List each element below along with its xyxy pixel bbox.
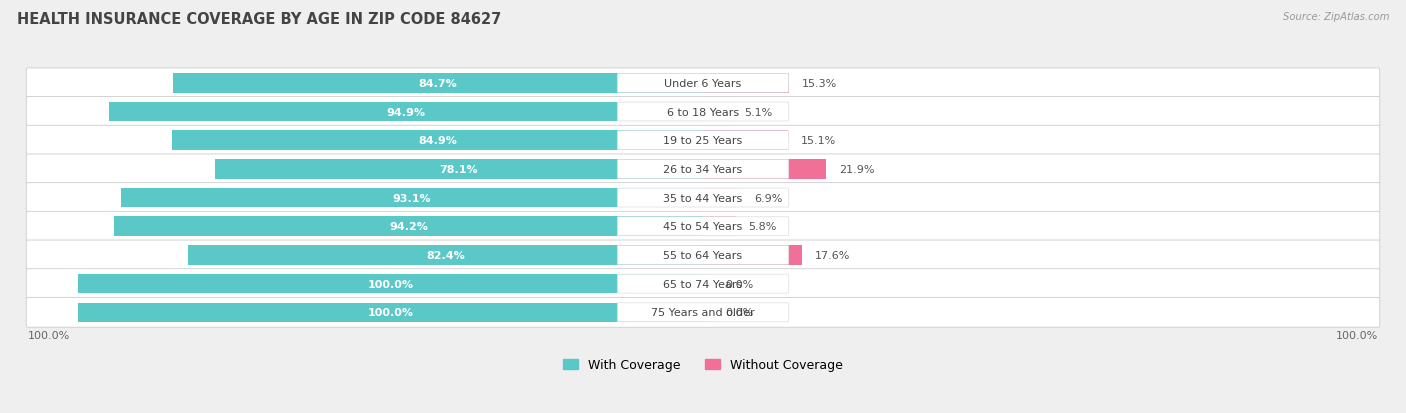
Text: 0.0%: 0.0%: [725, 279, 754, 289]
Text: 17.6%: 17.6%: [814, 250, 851, 260]
Text: 100.0%: 100.0%: [367, 279, 413, 289]
Bar: [703, 160, 827, 179]
FancyBboxPatch shape: [27, 240, 1379, 270]
FancyBboxPatch shape: [27, 298, 1379, 328]
Bar: [703, 102, 731, 122]
FancyBboxPatch shape: [27, 212, 1379, 242]
Text: 93.1%: 93.1%: [392, 193, 432, 203]
Text: Under 6 Years: Under 6 Years: [665, 78, 741, 89]
Bar: [703, 74, 789, 93]
Text: 19 to 25 Years: 19 to 25 Years: [664, 136, 742, 146]
FancyBboxPatch shape: [617, 303, 789, 322]
Bar: [703, 217, 735, 236]
Bar: [121, 188, 703, 208]
FancyBboxPatch shape: [617, 131, 789, 150]
Bar: [110, 102, 703, 122]
FancyBboxPatch shape: [27, 269, 1379, 299]
FancyBboxPatch shape: [27, 126, 1379, 156]
FancyBboxPatch shape: [27, 69, 1379, 98]
Text: 5.8%: 5.8%: [748, 222, 776, 232]
Text: 100.0%: 100.0%: [28, 330, 70, 340]
Text: 0.0%: 0.0%: [725, 308, 754, 318]
FancyBboxPatch shape: [617, 275, 789, 293]
Text: 84.7%: 84.7%: [419, 78, 457, 89]
Text: 55 to 64 Years: 55 to 64 Years: [664, 250, 742, 260]
Bar: [703, 246, 801, 265]
Text: 5.1%: 5.1%: [744, 107, 772, 117]
Text: 100.0%: 100.0%: [367, 308, 413, 318]
Text: 82.4%: 82.4%: [426, 250, 465, 260]
FancyBboxPatch shape: [27, 183, 1379, 213]
Text: 100.0%: 100.0%: [1336, 330, 1378, 340]
FancyBboxPatch shape: [617, 74, 789, 93]
Text: 26 to 34 Years: 26 to 34 Years: [664, 164, 742, 174]
Legend: With Coverage, Without Coverage: With Coverage, Without Coverage: [558, 353, 848, 376]
FancyBboxPatch shape: [617, 160, 789, 179]
Text: 94.2%: 94.2%: [389, 222, 427, 232]
Text: 84.9%: 84.9%: [418, 136, 457, 146]
Bar: [703, 188, 742, 208]
Text: 65 to 74 Years: 65 to 74 Years: [664, 279, 742, 289]
Text: 15.3%: 15.3%: [801, 78, 837, 89]
Bar: [172, 131, 703, 151]
Bar: [215, 160, 703, 179]
Bar: [173, 74, 703, 93]
Text: HEALTH INSURANCE COVERAGE BY AGE IN ZIP CODE 84627: HEALTH INSURANCE COVERAGE BY AGE IN ZIP …: [17, 12, 501, 27]
Bar: [114, 217, 703, 236]
Text: 78.1%: 78.1%: [440, 164, 478, 174]
FancyBboxPatch shape: [617, 103, 789, 122]
Bar: [703, 131, 787, 151]
FancyBboxPatch shape: [617, 246, 789, 265]
Text: 6 to 18 Years: 6 to 18 Years: [666, 107, 740, 117]
Text: Source: ZipAtlas.com: Source: ZipAtlas.com: [1282, 12, 1389, 22]
Text: 35 to 44 Years: 35 to 44 Years: [664, 193, 742, 203]
Bar: [77, 274, 703, 294]
Text: 21.9%: 21.9%: [839, 164, 875, 174]
Text: 6.9%: 6.9%: [755, 193, 783, 203]
FancyBboxPatch shape: [617, 217, 789, 236]
Text: 15.1%: 15.1%: [800, 136, 835, 146]
Bar: [703, 303, 713, 322]
FancyBboxPatch shape: [617, 189, 789, 207]
Text: 75 Years and older: 75 Years and older: [651, 308, 755, 318]
FancyBboxPatch shape: [27, 154, 1379, 184]
Bar: [77, 303, 703, 322]
Text: 94.9%: 94.9%: [387, 107, 426, 117]
Bar: [187, 246, 703, 265]
FancyBboxPatch shape: [27, 97, 1379, 127]
Bar: [703, 274, 713, 294]
Text: 45 to 54 Years: 45 to 54 Years: [664, 222, 742, 232]
